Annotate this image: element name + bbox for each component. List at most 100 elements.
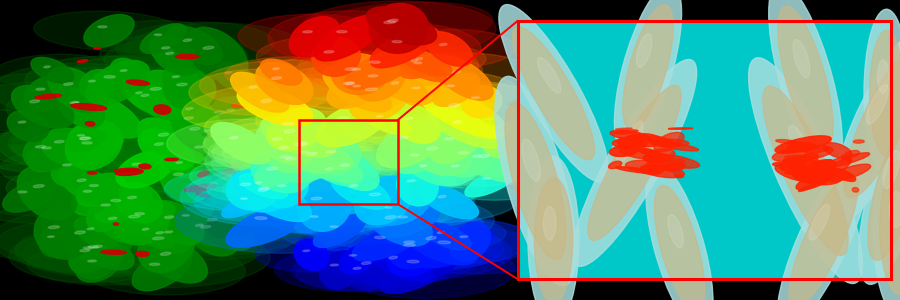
Ellipse shape [544, 207, 556, 240]
Ellipse shape [278, 185, 286, 187]
Ellipse shape [215, 200, 262, 238]
Ellipse shape [772, 163, 785, 166]
Ellipse shape [339, 244, 377, 274]
Ellipse shape [385, 216, 396, 219]
Ellipse shape [824, 142, 852, 158]
Ellipse shape [142, 228, 148, 230]
Ellipse shape [353, 267, 361, 269]
Ellipse shape [392, 49, 446, 81]
Ellipse shape [150, 87, 161, 90]
Ellipse shape [654, 140, 688, 146]
Ellipse shape [345, 46, 420, 90]
Ellipse shape [867, 85, 888, 124]
Ellipse shape [75, 217, 118, 248]
Ellipse shape [225, 209, 236, 212]
Ellipse shape [214, 111, 225, 113]
Ellipse shape [41, 200, 197, 246]
Ellipse shape [512, 27, 595, 160]
Ellipse shape [213, 97, 260, 133]
Ellipse shape [776, 140, 796, 143]
Ellipse shape [256, 123, 313, 165]
Ellipse shape [68, 197, 226, 239]
Ellipse shape [368, 75, 378, 77]
Ellipse shape [104, 37, 248, 78]
Ellipse shape [191, 117, 242, 154]
Ellipse shape [142, 220, 189, 254]
Ellipse shape [176, 55, 199, 59]
Ellipse shape [134, 210, 277, 250]
Ellipse shape [77, 60, 88, 62]
Ellipse shape [222, 172, 273, 222]
Ellipse shape [0, 73, 122, 115]
Ellipse shape [88, 260, 96, 262]
Ellipse shape [142, 114, 328, 165]
Ellipse shape [438, 241, 450, 244]
Ellipse shape [69, 232, 132, 272]
Ellipse shape [164, 70, 216, 110]
Ellipse shape [172, 76, 179, 78]
Ellipse shape [775, 136, 832, 153]
Ellipse shape [349, 70, 411, 122]
Ellipse shape [785, 171, 797, 174]
Ellipse shape [54, 140, 64, 143]
Ellipse shape [69, 233, 122, 273]
Ellipse shape [6, 162, 172, 209]
Ellipse shape [152, 237, 164, 240]
Ellipse shape [402, 223, 477, 265]
Ellipse shape [256, 35, 416, 78]
Ellipse shape [87, 228, 94, 230]
Ellipse shape [796, 171, 834, 190]
Ellipse shape [868, 117, 900, 260]
Ellipse shape [187, 202, 254, 250]
Ellipse shape [89, 184, 98, 187]
Ellipse shape [449, 222, 491, 261]
Ellipse shape [88, 246, 99, 248]
Ellipse shape [77, 232, 270, 288]
Ellipse shape [0, 176, 103, 216]
Ellipse shape [113, 223, 119, 225]
Ellipse shape [9, 230, 176, 283]
Ellipse shape [138, 118, 206, 163]
Ellipse shape [12, 125, 177, 170]
Ellipse shape [374, 236, 385, 239]
Ellipse shape [184, 184, 216, 192]
Ellipse shape [535, 177, 572, 300]
Ellipse shape [433, 74, 480, 106]
Ellipse shape [289, 16, 339, 57]
Ellipse shape [140, 24, 186, 53]
Ellipse shape [68, 233, 116, 279]
Ellipse shape [345, 249, 403, 287]
Ellipse shape [640, 165, 684, 178]
Ellipse shape [419, 165, 427, 167]
Ellipse shape [349, 164, 486, 208]
Ellipse shape [131, 113, 302, 158]
Ellipse shape [174, 114, 232, 154]
Ellipse shape [823, 159, 851, 177]
Ellipse shape [0, 162, 144, 224]
Ellipse shape [385, 207, 392, 208]
Ellipse shape [404, 241, 415, 243]
Ellipse shape [324, 224, 512, 279]
Ellipse shape [617, 142, 631, 146]
Ellipse shape [202, 118, 267, 161]
Ellipse shape [113, 97, 279, 151]
Ellipse shape [280, 156, 291, 158]
Ellipse shape [23, 133, 72, 170]
Ellipse shape [655, 166, 672, 170]
Ellipse shape [77, 135, 85, 136]
Ellipse shape [793, 39, 810, 78]
Ellipse shape [349, 254, 356, 256]
Ellipse shape [190, 152, 371, 195]
Ellipse shape [276, 147, 428, 193]
Ellipse shape [413, 228, 493, 268]
Ellipse shape [199, 97, 257, 138]
Ellipse shape [98, 26, 107, 28]
Ellipse shape [292, 174, 474, 227]
Ellipse shape [94, 188, 151, 223]
Ellipse shape [139, 164, 151, 169]
Ellipse shape [251, 154, 310, 193]
Ellipse shape [231, 104, 254, 108]
Ellipse shape [185, 107, 193, 110]
Ellipse shape [626, 134, 662, 147]
Ellipse shape [226, 202, 313, 247]
